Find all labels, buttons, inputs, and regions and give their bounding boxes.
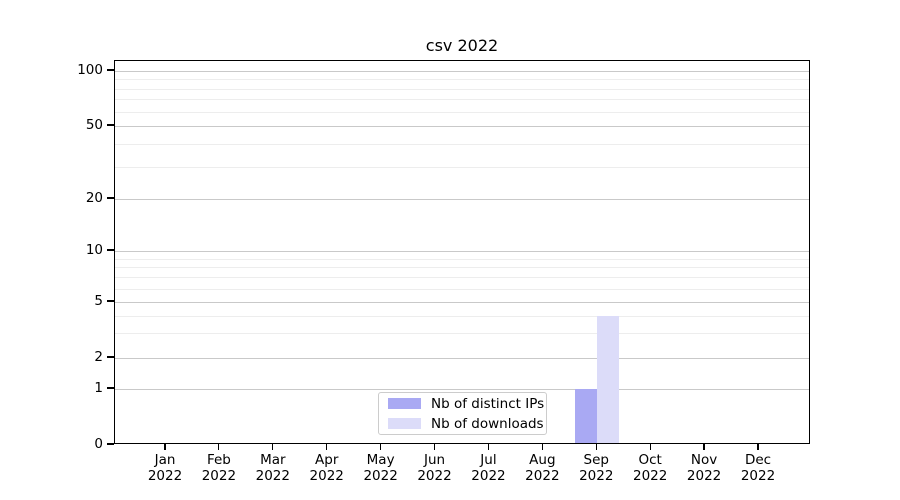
x-tick-label: Nov 2022 <box>676 452 732 484</box>
x-tick-year: 2022 <box>417 468 452 484</box>
gridline-minor <box>115 111 809 113</box>
x-tick-mark <box>541 444 543 450</box>
x-tick-label: Oct 2022 <box>622 452 678 484</box>
y-tick-label: 50 <box>85 116 103 133</box>
gridline-minor <box>115 288 809 290</box>
x-tick-label: Jan 2022 <box>137 452 193 484</box>
x-tick-year: 2022 <box>201 468 237 484</box>
x-tick-year: 2022 <box>686 468 722 484</box>
x-tick-mark <box>380 444 382 450</box>
x-tick-month: Jun <box>423 452 446 468</box>
x-tick-month: May <box>366 452 395 468</box>
y-tick-label: 10 <box>85 241 103 258</box>
gridline-minor <box>115 315 809 317</box>
y-tick-mark <box>107 249 114 251</box>
x-tick-label: Jun 2022 <box>407 452 463 484</box>
y-tick-mark <box>107 69 114 71</box>
x-tick-mark <box>326 444 328 450</box>
x-tick-month: Apr <box>315 452 339 468</box>
gridline-major <box>115 389 809 390</box>
y-tick-mark <box>107 356 114 358</box>
gridline-minor <box>115 277 809 279</box>
x-tick-label: Jul 2022 <box>460 452 516 484</box>
plot-area <box>114 60 810 444</box>
x-tick-month: Aug <box>529 452 556 468</box>
x-tick-mark <box>757 444 759 450</box>
x-tick-mark <box>703 444 705 450</box>
x-tick-label: Feb 2022 <box>191 452 247 484</box>
x-tick-label: Sep 2022 <box>568 452 624 484</box>
x-tick-label: Dec 2022 <box>730 452 786 484</box>
x-tick-month: Jul <box>480 452 497 468</box>
x-tick-label: Mar 2022 <box>245 452 301 484</box>
gridline-major <box>115 358 809 359</box>
x-tick-label: Apr 2022 <box>299 452 355 484</box>
x-tick-month: Mar <box>260 452 286 468</box>
x-tick-month: Jan <box>154 452 176 468</box>
legend-swatch-distinct-ips-icon <box>388 398 421 409</box>
y-tick-label: 100 <box>77 61 103 78</box>
gridline-major <box>115 71 809 72</box>
gridline-major <box>115 251 809 252</box>
x-tick-month: Sep <box>583 452 609 468</box>
x-tick-mark <box>164 444 166 450</box>
x-tick-year: 2022 <box>309 468 344 484</box>
gridline-minor <box>115 267 809 269</box>
gridline-minor <box>115 333 809 335</box>
x-tick-mark <box>272 444 274 450</box>
legend-label-distinct-ips: Nb of distinct IPs <box>431 395 545 412</box>
y-tick-mark <box>107 387 114 389</box>
bar-nb-of-downloads-sep <box>597 315 620 443</box>
x-tick-year: 2022 <box>579 468 614 484</box>
x-tick-mark <box>649 444 651 450</box>
y-tick-label: 20 <box>85 189 103 206</box>
x-tick-label: Aug 2022 <box>514 452 570 484</box>
gridline-major <box>115 199 809 200</box>
x-tick-month: Oct <box>638 452 662 468</box>
x-tick-mark <box>218 444 220 450</box>
y-tick-mark <box>107 300 114 302</box>
gridline-minor <box>115 166 809 168</box>
x-tick-year: 2022 <box>255 468 290 484</box>
legend-label-downloads: Nb of downloads <box>431 415 544 432</box>
x-tick-month: Dec <box>744 452 772 468</box>
x-tick-mark <box>433 444 436 450</box>
gridline-major <box>115 302 809 303</box>
x-tick-mark <box>487 444 490 450</box>
chart-title: csv 2022 <box>425 36 499 55</box>
y-tick-label: 0 <box>94 435 103 452</box>
x-tick-year: 2022 <box>740 468 776 484</box>
gridline-minor <box>115 99 809 101</box>
x-tick-mark <box>595 444 597 450</box>
y-tick-mark <box>107 124 114 126</box>
x-tick-year: 2022 <box>147 468 183 484</box>
x-tick-month: Feb <box>206 452 231 468</box>
gridline-minor <box>115 143 809 145</box>
y-tick-label: 1 <box>94 379 103 396</box>
bar-nb-of-distinct-ips-sep <box>575 389 598 443</box>
gridline-minor <box>115 88 809 90</box>
x-tick-label: May 2022 <box>353 452 409 484</box>
x-tick-month: Nov <box>690 452 718 468</box>
gridline-minor <box>115 79 809 81</box>
y-tick-mark <box>107 197 114 199</box>
gridline-major <box>115 126 809 127</box>
legend: Nb of distinct IPs Nb of downloads <box>378 392 547 435</box>
y-tick-label: 5 <box>94 292 103 309</box>
x-tick-year: 2022 <box>525 468 560 484</box>
legend-swatch-downloads-icon <box>388 418 421 429</box>
legend-item-distinct-ips: Nb of distinct IPs <box>388 394 546 414</box>
gridline-minor <box>115 258 809 260</box>
legend-item-downloads: Nb of downloads <box>388 414 546 434</box>
x-tick-year: 2022 <box>363 468 398 484</box>
y-tick-mark <box>107 443 114 445</box>
x-tick-year: 2022 <box>471 468 506 484</box>
x-tick-year: 2022 <box>632 468 668 484</box>
y-tick-label: 2 <box>94 348 103 365</box>
